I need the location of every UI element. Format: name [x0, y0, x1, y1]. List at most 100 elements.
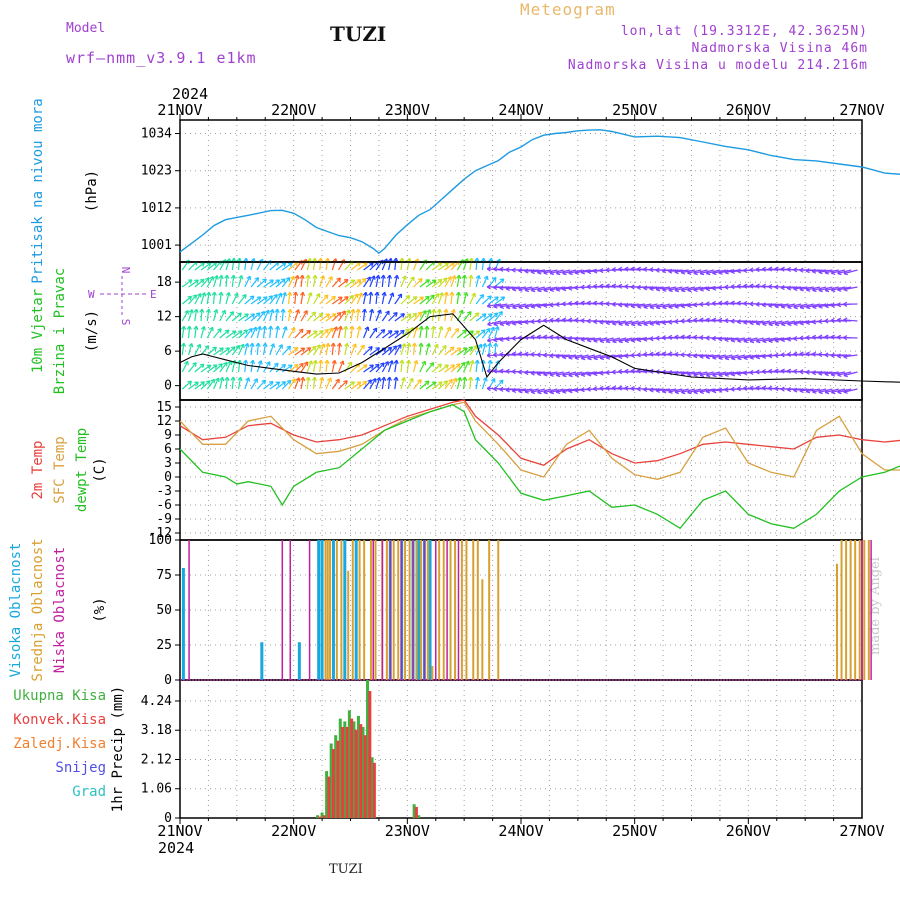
wind-arrow-head: [537, 391, 542, 395]
wind-arrow: [843, 354, 858, 358]
wind-arrow: [344, 381, 355, 390]
wind-arrow-head: [699, 319, 704, 323]
wind-arrow-head: [397, 293, 402, 297]
wind-arrow-head: [262, 342, 267, 347]
wind-arrow-head: [290, 275, 295, 279]
wind-arrow: [200, 277, 210, 288]
pressure-unit: (hPa): [84, 170, 100, 212]
wind-arrow-head: [561, 303, 566, 307]
wind-arrow-head: [543, 392, 548, 395]
wind-arrow: [831, 269, 846, 274]
wind-arrow-head: [205, 380, 210, 383]
wind-arrow: [537, 269, 552, 274]
wind-arrow: [831, 371, 846, 376]
wind-arrow-head: [636, 287, 641, 291]
wind-arrow: [456, 362, 466, 373]
wind-arrow-head: [236, 257, 241, 262]
wind-arrow-head: [693, 374, 698, 377]
wind-arrow-head: [261, 379, 266, 382]
wind-arrow: [668, 269, 683, 273]
wind-arrow-head: [643, 370, 648, 374]
wind-arrow-head: [586, 286, 591, 290]
wind-arrow-head: [482, 377, 487, 381]
wind-arrow: [262, 326, 266, 339]
wind-arrow-head: [549, 336, 554, 340]
wind-arrow-head: [487, 342, 491, 347]
wind-arrow-head: [323, 294, 329, 297]
wind-arrow-head: [555, 303, 560, 307]
wind-arrow-head: [446, 326, 451, 330]
wind-arrow-head: [768, 323, 773, 327]
wind-arrow-head: [705, 319, 710, 323]
wind-arrow: [668, 286, 683, 291]
wind-arrow: [425, 279, 437, 288]
wind-arrow: [300, 292, 304, 305]
wind-arrow-head: [755, 268, 760, 273]
wind-arrow: [450, 377, 457, 390]
precip-ylabel: 1hr Precip (mm): [110, 686, 126, 812]
wind-arrow-head: [213, 275, 218, 279]
wind-arrow-head: [605, 303, 610, 307]
wind-arrow-head: [324, 328, 329, 332]
wind-arrow: [775, 320, 789, 326]
wind-arrow-head: [468, 274, 472, 279]
wind-arrow: [200, 326, 205, 339]
wind-arrow: [294, 347, 305, 356]
wind-arrow: [331, 296, 343, 305]
wind-arrow: [425, 362, 435, 373]
wind-arrow-head: [307, 257, 311, 262]
wind-arrow: [306, 292, 312, 305]
wind-arrow-head: [800, 307, 805, 310]
x-axis-label-bottom: 26NOV: [726, 822, 771, 840]
x-axis-label-bottom: 23NOV: [385, 822, 430, 840]
pressure-line: [179, 129, 900, 255]
wind-arrow: [425, 294, 435, 305]
wind-arrow: [331, 312, 342, 322]
wind-arrow-head: [718, 287, 723, 291]
wind-arrow: [737, 337, 752, 342]
wind-arrow-head: [368, 346, 373, 349]
wind-arrow: [356, 308, 360, 322]
wind-arrow: [263, 309, 270, 322]
wind-arrow-head: [730, 286, 735, 290]
precip-bar: [341, 726, 345, 818]
wind-arrow: [188, 279, 199, 288]
wind-arrow-head: [318, 312, 323, 315]
wind-arrow: [812, 388, 827, 393]
wind-arrow-head: [674, 306, 679, 309]
wind-arrow: [768, 303, 783, 307]
wind-arrow-head: [531, 391, 536, 395]
precip-bar: [316, 815, 320, 818]
wind-arrow-head: [843, 273, 848, 276]
wind-arrow-head: [711, 319, 716, 323]
wind-arrow-head: [487, 340, 492, 343]
x-axis-label-top: 25NOV: [612, 101, 657, 119]
wind-arrow: [843, 269, 858, 275]
wind-arrow-head: [755, 371, 760, 375]
wind-arrow: [574, 354, 589, 359]
wind-arrow-head: [278, 344, 283, 348]
wind-arrow-head: [493, 339, 498, 343]
wind-arrow-head: [537, 290, 542, 293]
wind-arrow-head: [793, 370, 798, 374]
wind-arrow: [375, 347, 387, 356]
wind-arrow-head: [474, 312, 479, 315]
wind-arrow-head: [674, 336, 679, 340]
wind-arrow: [281, 262, 293, 271]
wind-arrow: [181, 279, 193, 288]
wind-arrow-head: [248, 327, 253, 331]
wind-arrow-head: [624, 387, 629, 391]
wind-arrow: [387, 376, 391, 390]
wind-arrow-head: [693, 272, 698, 276]
wind-arrow: [687, 371, 702, 376]
wind-arrow-head: [531, 289, 536, 293]
wind-arrow-head: [805, 270, 810, 274]
wind-arrow-head: [327, 377, 332, 381]
temp-line-0: [179, 399, 900, 467]
wind-arrow-head: [662, 306, 667, 310]
wind-arrow-head: [668, 391, 673, 394]
wind-arrow-head: [549, 374, 554, 377]
wind-arrow: [212, 275, 218, 288]
wind-arrow-head: [480, 257, 485, 262]
wind-arrow-head: [337, 325, 342, 330]
